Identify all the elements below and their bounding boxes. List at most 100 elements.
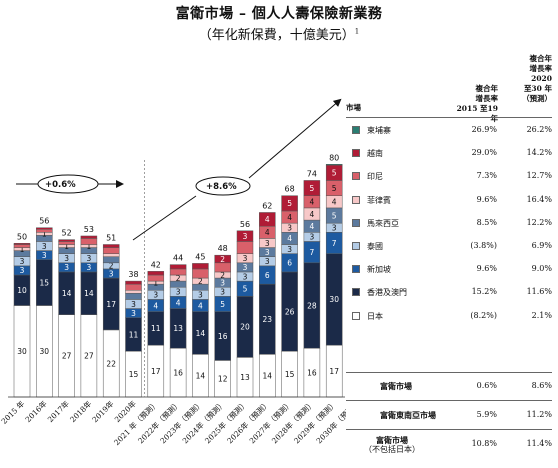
header-cagr-2015-19: 複合年 增長率 2015 至19 年 bbox=[450, 84, 498, 124]
bar-segment-5-4 bbox=[102, 253, 120, 257]
segment-label: 4 bbox=[287, 213, 292, 222]
bar-segment-6-2 bbox=[58, 241, 75, 245]
segment-label: 17 bbox=[106, 300, 116, 309]
header-line: 2015 至19 年 bbox=[456, 104, 498, 123]
header-market: 市場 bbox=[346, 103, 361, 112]
segment-label: 10 bbox=[17, 286, 27, 295]
segment-label: 11 bbox=[151, 324, 161, 333]
segment-label: 3 bbox=[243, 254, 248, 263]
legend-cagr-2015-19: (3.8%) bbox=[470, 241, 497, 250]
legend-cagr-2020-30: 6.9% bbox=[531, 241, 552, 250]
legend-total-label: 富衛東南亞市場 bbox=[380, 410, 436, 420]
legend-total-cagr-2020-30: 8.6% bbox=[531, 381, 552, 390]
segment-label: 22 bbox=[106, 359, 116, 368]
segment-label: 16 bbox=[173, 368, 183, 377]
segment-label: 14 bbox=[62, 289, 72, 298]
bar-total-label: 51 bbox=[106, 234, 116, 243]
segment-label: 1 bbox=[42, 230, 47, 239]
legend-total-cagr-2015-19: 5.9% bbox=[476, 410, 497, 419]
bar-total-label: 42 bbox=[151, 260, 161, 269]
legend-cagr-2020-30: 26.2% bbox=[526, 125, 552, 134]
segment-label: 3 bbox=[287, 224, 292, 233]
bar-segment-6-5 bbox=[125, 283, 142, 291]
header-line: 至30 年 bbox=[523, 84, 552, 93]
header-line: 增長率 bbox=[475, 94, 499, 103]
segment-label: 3 bbox=[198, 291, 203, 300]
bar-total-label: 50 bbox=[17, 232, 27, 241]
segment-label: 3 bbox=[310, 233, 315, 242]
legend-cagr-2020-30: 11.6% bbox=[526, 287, 552, 297]
legend-cagr-2015-19: 8.5% bbox=[476, 217, 497, 227]
bar-total-label: 62 bbox=[262, 201, 272, 210]
legend-total-rule bbox=[346, 429, 552, 430]
segment-label: 3 bbox=[153, 291, 158, 300]
category-label: 2015 年 bbox=[0, 398, 27, 426]
legend-label: 菲律賓 bbox=[367, 195, 391, 205]
bar-segment-7-2 bbox=[58, 239, 75, 242]
segment-label: 3 bbox=[87, 263, 92, 272]
segment-label: 4 bbox=[310, 198, 315, 207]
segment-label: 15 bbox=[285, 370, 295, 379]
legend-swatch bbox=[352, 172, 360, 181]
segment-label: 4 bbox=[310, 210, 315, 219]
segment-label: 2 bbox=[220, 255, 225, 264]
bar-segment-6-1 bbox=[36, 229, 53, 233]
chart-title: 富衛市場 – 個人人壽保險新業務 bbox=[175, 6, 383, 22]
segment-label: 26 bbox=[285, 307, 295, 316]
legend-label: 日本 bbox=[367, 311, 383, 321]
segment-label: 1 bbox=[153, 278, 158, 287]
segment-label: 3 bbox=[64, 263, 69, 272]
segment-label: 23 bbox=[263, 315, 273, 324]
legend-total-cagr-2020-30: 11.2% bbox=[526, 410, 552, 419]
segment-label: 3 bbox=[42, 251, 47, 260]
bar-segment-8-14 bbox=[325, 164, 343, 166]
forecast-cagr-label: +8.6% bbox=[206, 182, 237, 192]
segment-label: 3 bbox=[64, 254, 69, 263]
bar-segment-6-7 bbox=[169, 268, 187, 276]
legend-header-rule bbox=[346, 117, 552, 118]
segment-label: 5 bbox=[287, 199, 292, 208]
bar-total-label: 44 bbox=[173, 254, 183, 263]
segment-label: 20 bbox=[240, 323, 250, 332]
bar-segment-6-0 bbox=[13, 244, 31, 248]
bar-segment-7-13 bbox=[303, 180, 321, 196]
segment-label: 3 bbox=[131, 300, 136, 309]
segment-label: 17 bbox=[151, 367, 161, 376]
legend-cagr-2015-19: 7.3% bbox=[476, 171, 497, 181]
segment-label: 14 bbox=[84, 289, 94, 298]
bar-total-label: 48 bbox=[218, 244, 228, 253]
segment-label: 13 bbox=[173, 324, 183, 333]
bar-total-label: 38 bbox=[128, 270, 138, 279]
category-label: 2018年 bbox=[67, 398, 93, 424]
legend-total-cagr-2015-19: 10.8% bbox=[471, 439, 497, 448]
segment-label: 4 bbox=[153, 301, 158, 310]
legend-total-rule bbox=[346, 400, 552, 401]
segment-label: 28 bbox=[307, 301, 317, 310]
segment-label: 3 bbox=[332, 224, 337, 233]
header-line: 增長率 bbox=[529, 64, 553, 73]
bar-segment-7-4 bbox=[102, 244, 120, 248]
bar-segment-7-8 bbox=[192, 263, 209, 270]
legend-total-cagr-2015-19: 0.6% bbox=[476, 381, 497, 390]
segment-label: 27 bbox=[84, 352, 94, 361]
legend-swatch bbox=[352, 242, 360, 250]
legend-label: 香港及澳門 bbox=[367, 288, 407, 298]
bar-segment-6-4 bbox=[102, 247, 120, 254]
segment-label: 30 bbox=[40, 347, 50, 356]
legend-swatch bbox=[352, 311, 360, 320]
segment-label: 2 bbox=[176, 274, 181, 283]
segment-label: 4 bbox=[310, 222, 315, 231]
bar-segment-7-0 bbox=[13, 243, 31, 245]
segment-label: 5 bbox=[220, 300, 225, 309]
segment-label: 1 bbox=[64, 242, 69, 251]
segment-label: 11 bbox=[129, 330, 139, 339]
bar-segment-7-5 bbox=[125, 280, 142, 285]
segment-label: 3 bbox=[131, 309, 136, 318]
total-label-line: （不包括日本） bbox=[364, 445, 420, 454]
segment-label: 16 bbox=[307, 368, 317, 377]
legend-cagr-2015-19: 9.6% bbox=[476, 264, 497, 274]
segment-label: 3 bbox=[42, 242, 47, 251]
legend-total-label: 富衛市場 bbox=[380, 381, 412, 391]
header-line: 複合年 bbox=[529, 54, 553, 63]
segment-label: 3 bbox=[176, 288, 181, 297]
